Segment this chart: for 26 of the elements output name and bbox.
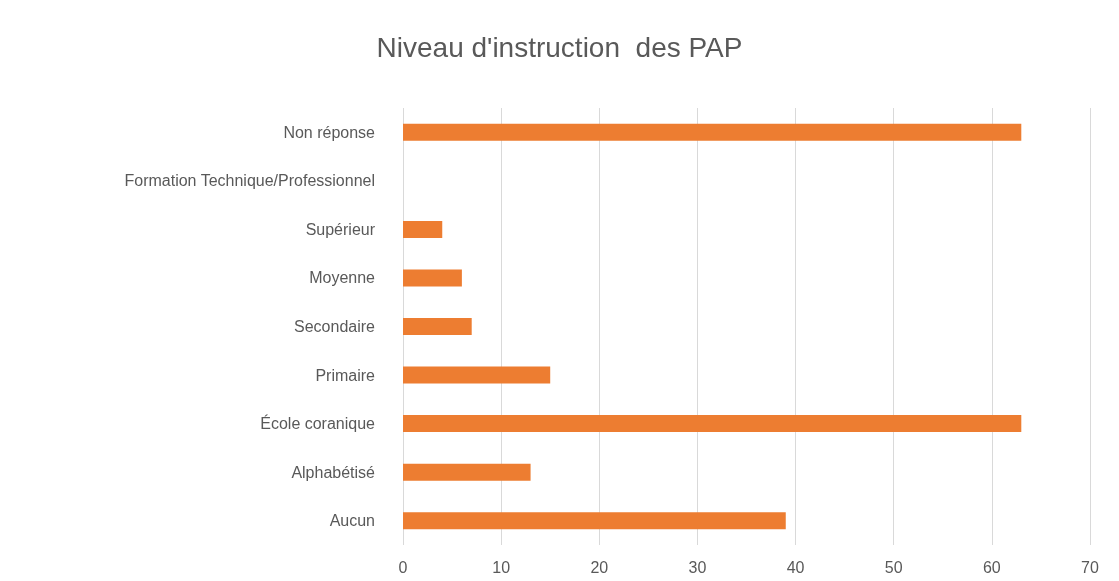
y-tick-label: Primaire — [315, 366, 376, 384]
bar — [403, 415, 1022, 433]
x-tick-label: 10 — [492, 558, 511, 576]
x-tick-label: 0 — [398, 558, 408, 576]
y-tick-label: Non réponse — [283, 123, 376, 141]
y-tick-label: Supérieur — [305, 220, 376, 238]
x-tick-label: 40 — [786, 558, 805, 576]
x-tick-label: 70 — [1081, 558, 1099, 576]
bar — [403, 463, 531, 481]
bar — [403, 123, 1022, 141]
chart-title: Niveau d'instruction des PAP — [376, 31, 743, 63]
y-tick-label: Formation Technique/Professionnel — [124, 172, 375, 190]
x-tick-label: 60 — [982, 558, 1001, 576]
bar — [403, 512, 786, 530]
x-tick-label: 50 — [884, 558, 903, 576]
y-tick-label: École coranique — [260, 414, 376, 433]
bar — [403, 318, 472, 335]
bar — [403, 366, 551, 384]
y-tick-label: Alphabétisé — [291, 463, 376, 481]
bar — [403, 220, 443, 238]
x-tick-label: 30 — [688, 558, 707, 576]
y-tick-label: Moyenne — [309, 269, 376, 287]
y-tick-label: Aucun — [329, 512, 375, 530]
bar — [403, 269, 462, 287]
x-tick-label: 20 — [590, 558, 609, 576]
y-tick-label: Secondaire — [294, 318, 376, 335]
